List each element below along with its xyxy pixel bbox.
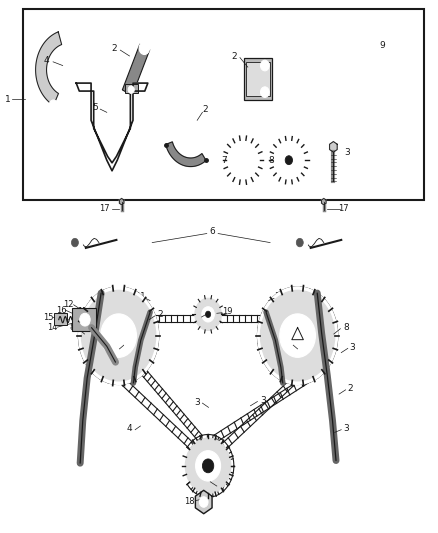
Text: 3: 3 (344, 148, 350, 157)
Text: 16: 16 (85, 320, 95, 329)
Polygon shape (166, 142, 206, 166)
Text: 15: 15 (42, 313, 53, 322)
Text: 1: 1 (5, 94, 11, 103)
Bar (22, 9, 424, 200)
Ellipse shape (277, 227, 362, 259)
Circle shape (128, 86, 134, 93)
Circle shape (71, 238, 78, 247)
Polygon shape (35, 32, 62, 106)
Circle shape (80, 313, 90, 326)
Text: 20: 20 (286, 238, 296, 247)
Text: 3: 3 (344, 424, 350, 433)
Bar (125, 84, 138, 93)
Text: 17: 17 (99, 204, 110, 213)
Circle shape (304, 343, 309, 349)
Circle shape (108, 343, 113, 349)
Circle shape (196, 450, 221, 481)
Circle shape (286, 343, 292, 349)
Circle shape (205, 311, 211, 318)
Circle shape (81, 290, 155, 381)
Circle shape (286, 322, 292, 328)
Polygon shape (321, 198, 326, 205)
Text: 2: 2 (202, 104, 208, 114)
Circle shape (304, 322, 309, 328)
Text: 10: 10 (298, 346, 308, 355)
Circle shape (124, 343, 130, 349)
Circle shape (49, 100, 58, 111)
Circle shape (280, 149, 298, 171)
Circle shape (108, 322, 113, 328)
Circle shape (261, 290, 335, 381)
Text: 8: 8 (268, 156, 274, 165)
Bar (246, 62, 270, 96)
Text: 9: 9 (380, 42, 385, 51)
Circle shape (291, 328, 304, 343)
Text: 8: 8 (344, 323, 350, 332)
Bar (122, 44, 150, 95)
Text: 12: 12 (63, 300, 74, 309)
Circle shape (272, 140, 305, 180)
Circle shape (235, 150, 251, 170)
Text: 4: 4 (127, 424, 132, 433)
Bar (54, 313, 67, 325)
Ellipse shape (44, 219, 145, 266)
Text: 16: 16 (56, 305, 66, 314)
Circle shape (280, 314, 315, 357)
Text: 3: 3 (349, 343, 355, 352)
Text: 14: 14 (47, 322, 57, 332)
Polygon shape (76, 83, 148, 171)
Circle shape (67, 233, 83, 252)
Text: 3: 3 (194, 398, 200, 407)
Text: 3: 3 (260, 396, 265, 405)
Text: 8: 8 (69, 323, 75, 332)
Text: 6: 6 (209, 228, 215, 237)
Text: 7: 7 (221, 156, 227, 165)
Circle shape (139, 42, 150, 54)
Circle shape (78, 286, 159, 385)
Polygon shape (330, 142, 337, 152)
Text: 11: 11 (274, 292, 285, 301)
Bar (244, 58, 272, 100)
Circle shape (285, 156, 293, 165)
Polygon shape (120, 198, 124, 205)
Text: 10: 10 (108, 346, 118, 355)
Text: 2: 2 (347, 384, 353, 393)
Circle shape (195, 298, 221, 330)
Text: 18: 18 (184, 497, 195, 506)
Ellipse shape (269, 219, 370, 266)
Text: 5: 5 (212, 307, 218, 316)
Text: 2: 2 (111, 44, 117, 53)
Text: 20: 20 (60, 238, 70, 247)
Circle shape (296, 238, 303, 247)
Circle shape (292, 233, 307, 252)
Circle shape (199, 497, 208, 507)
Bar (72, 308, 96, 332)
Text: 5: 5 (92, 102, 98, 111)
Ellipse shape (52, 227, 137, 259)
Circle shape (112, 328, 125, 343)
Text: 2: 2 (157, 310, 163, 319)
Circle shape (101, 314, 136, 357)
Ellipse shape (372, 58, 394, 84)
Circle shape (257, 286, 338, 385)
Circle shape (261, 60, 269, 71)
Text: 4: 4 (44, 56, 49, 64)
Text: 7: 7 (219, 483, 226, 492)
Text: 2: 2 (231, 52, 237, 61)
Circle shape (202, 306, 214, 322)
Text: 13: 13 (78, 307, 88, 316)
Circle shape (261, 87, 269, 98)
Polygon shape (195, 490, 212, 514)
Text: 11: 11 (135, 292, 146, 301)
Text: 19: 19 (223, 307, 233, 316)
Circle shape (202, 459, 214, 473)
Ellipse shape (378, 64, 388, 77)
Circle shape (185, 438, 231, 494)
Circle shape (226, 140, 260, 180)
Circle shape (124, 322, 130, 328)
Text: 17: 17 (338, 204, 349, 213)
